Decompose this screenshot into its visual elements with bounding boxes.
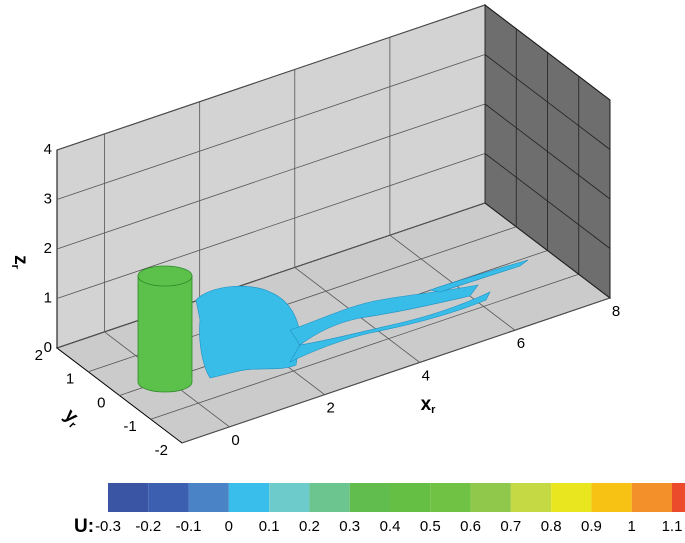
z-tick-label: 4 bbox=[44, 141, 52, 158]
cylinder-top bbox=[138, 266, 192, 286]
colorbar-swatch bbox=[430, 483, 470, 512]
colorbar-tick-label: 0.2 bbox=[299, 518, 320, 535]
cylinder-body bbox=[138, 276, 192, 392]
colorbar-swatch bbox=[108, 483, 148, 512]
y-tick-label: -1 bbox=[123, 418, 136, 435]
z-tick-label: 2 bbox=[44, 240, 52, 257]
x-axis-label: xr bbox=[421, 394, 437, 416]
colorbar-tick-label: 0.5 bbox=[420, 518, 441, 535]
colorbar-swatch bbox=[591, 483, 631, 512]
colorbar-tick-label: 0 bbox=[225, 518, 233, 535]
x-tick-label: 4 bbox=[422, 367, 430, 384]
colorbar-tick-label: 0.9 bbox=[581, 518, 602, 535]
colorbar-swatch bbox=[390, 483, 430, 512]
x-tick-label: 6 bbox=[517, 335, 525, 352]
y-tick-label: -2 bbox=[155, 442, 168, 459]
colorbar-tick-label: 0.4 bbox=[380, 518, 401, 535]
colorbar-tick-label: -0.2 bbox=[135, 518, 161, 535]
colorbar-swatch bbox=[632, 483, 672, 512]
colorbar-tick-label: 0.6 bbox=[460, 518, 481, 535]
z-tick-label: 0 bbox=[44, 339, 52, 356]
z-axis-label: zr bbox=[9, 255, 31, 270]
colorbar-swatch bbox=[229, 483, 269, 512]
colorbar: -0.3 -0.2 -0.1 0 0.1 0.2 0.3 0.4 0.5 0.6 0.7 0.8 0.9… bbox=[74, 483, 685, 537]
colorbar-swatch bbox=[148, 483, 188, 512]
x-tick-label: 8 bbox=[612, 303, 620, 320]
x-tick-label: 2 bbox=[326, 400, 334, 417]
colorbar-tick-label: 0.1 bbox=[259, 518, 280, 535]
chart: 02468-2-101201234xryrzr -0.3-0.2-0.100.1… bbox=[0, 0, 685, 543]
x-tick-label: 0 bbox=[231, 432, 239, 449]
y-axis-label: yr bbox=[59, 405, 85, 431]
colorbar-swatch bbox=[269, 483, 309, 512]
colorbar-tick-label: 1.1 bbox=[662, 518, 683, 535]
colorbar-tick-label: 0.7 bbox=[500, 518, 521, 535]
colorbar-swatch bbox=[309, 483, 349, 512]
cylinder bbox=[138, 266, 192, 392]
z-tick-label: 3 bbox=[44, 190, 52, 207]
colorbar-tick-label: -0.3 bbox=[95, 518, 121, 535]
colorbar-tick-label: 1 bbox=[628, 518, 636, 535]
colorbar-swatch bbox=[189, 483, 229, 512]
colorbar-tick-label: 0.3 bbox=[339, 518, 360, 535]
colorbar-tick-label: -0.1 bbox=[176, 518, 202, 535]
colorbar-swatch bbox=[551, 483, 591, 512]
y-tick-label: 2 bbox=[35, 347, 43, 364]
y-tick-label: 0 bbox=[97, 394, 105, 411]
colorbar-label: U: bbox=[74, 516, 94, 537]
colorbar-swatch bbox=[672, 483, 685, 512]
colorbar-swatch bbox=[511, 483, 551, 512]
y-tick-label: 1 bbox=[66, 371, 74, 388]
colorbar-swatch bbox=[350, 483, 390, 512]
colorbar-swatch bbox=[471, 483, 511, 512]
z-tick-label: 1 bbox=[44, 289, 52, 306]
colorbar-tick-label: 0.8 bbox=[541, 518, 562, 535]
